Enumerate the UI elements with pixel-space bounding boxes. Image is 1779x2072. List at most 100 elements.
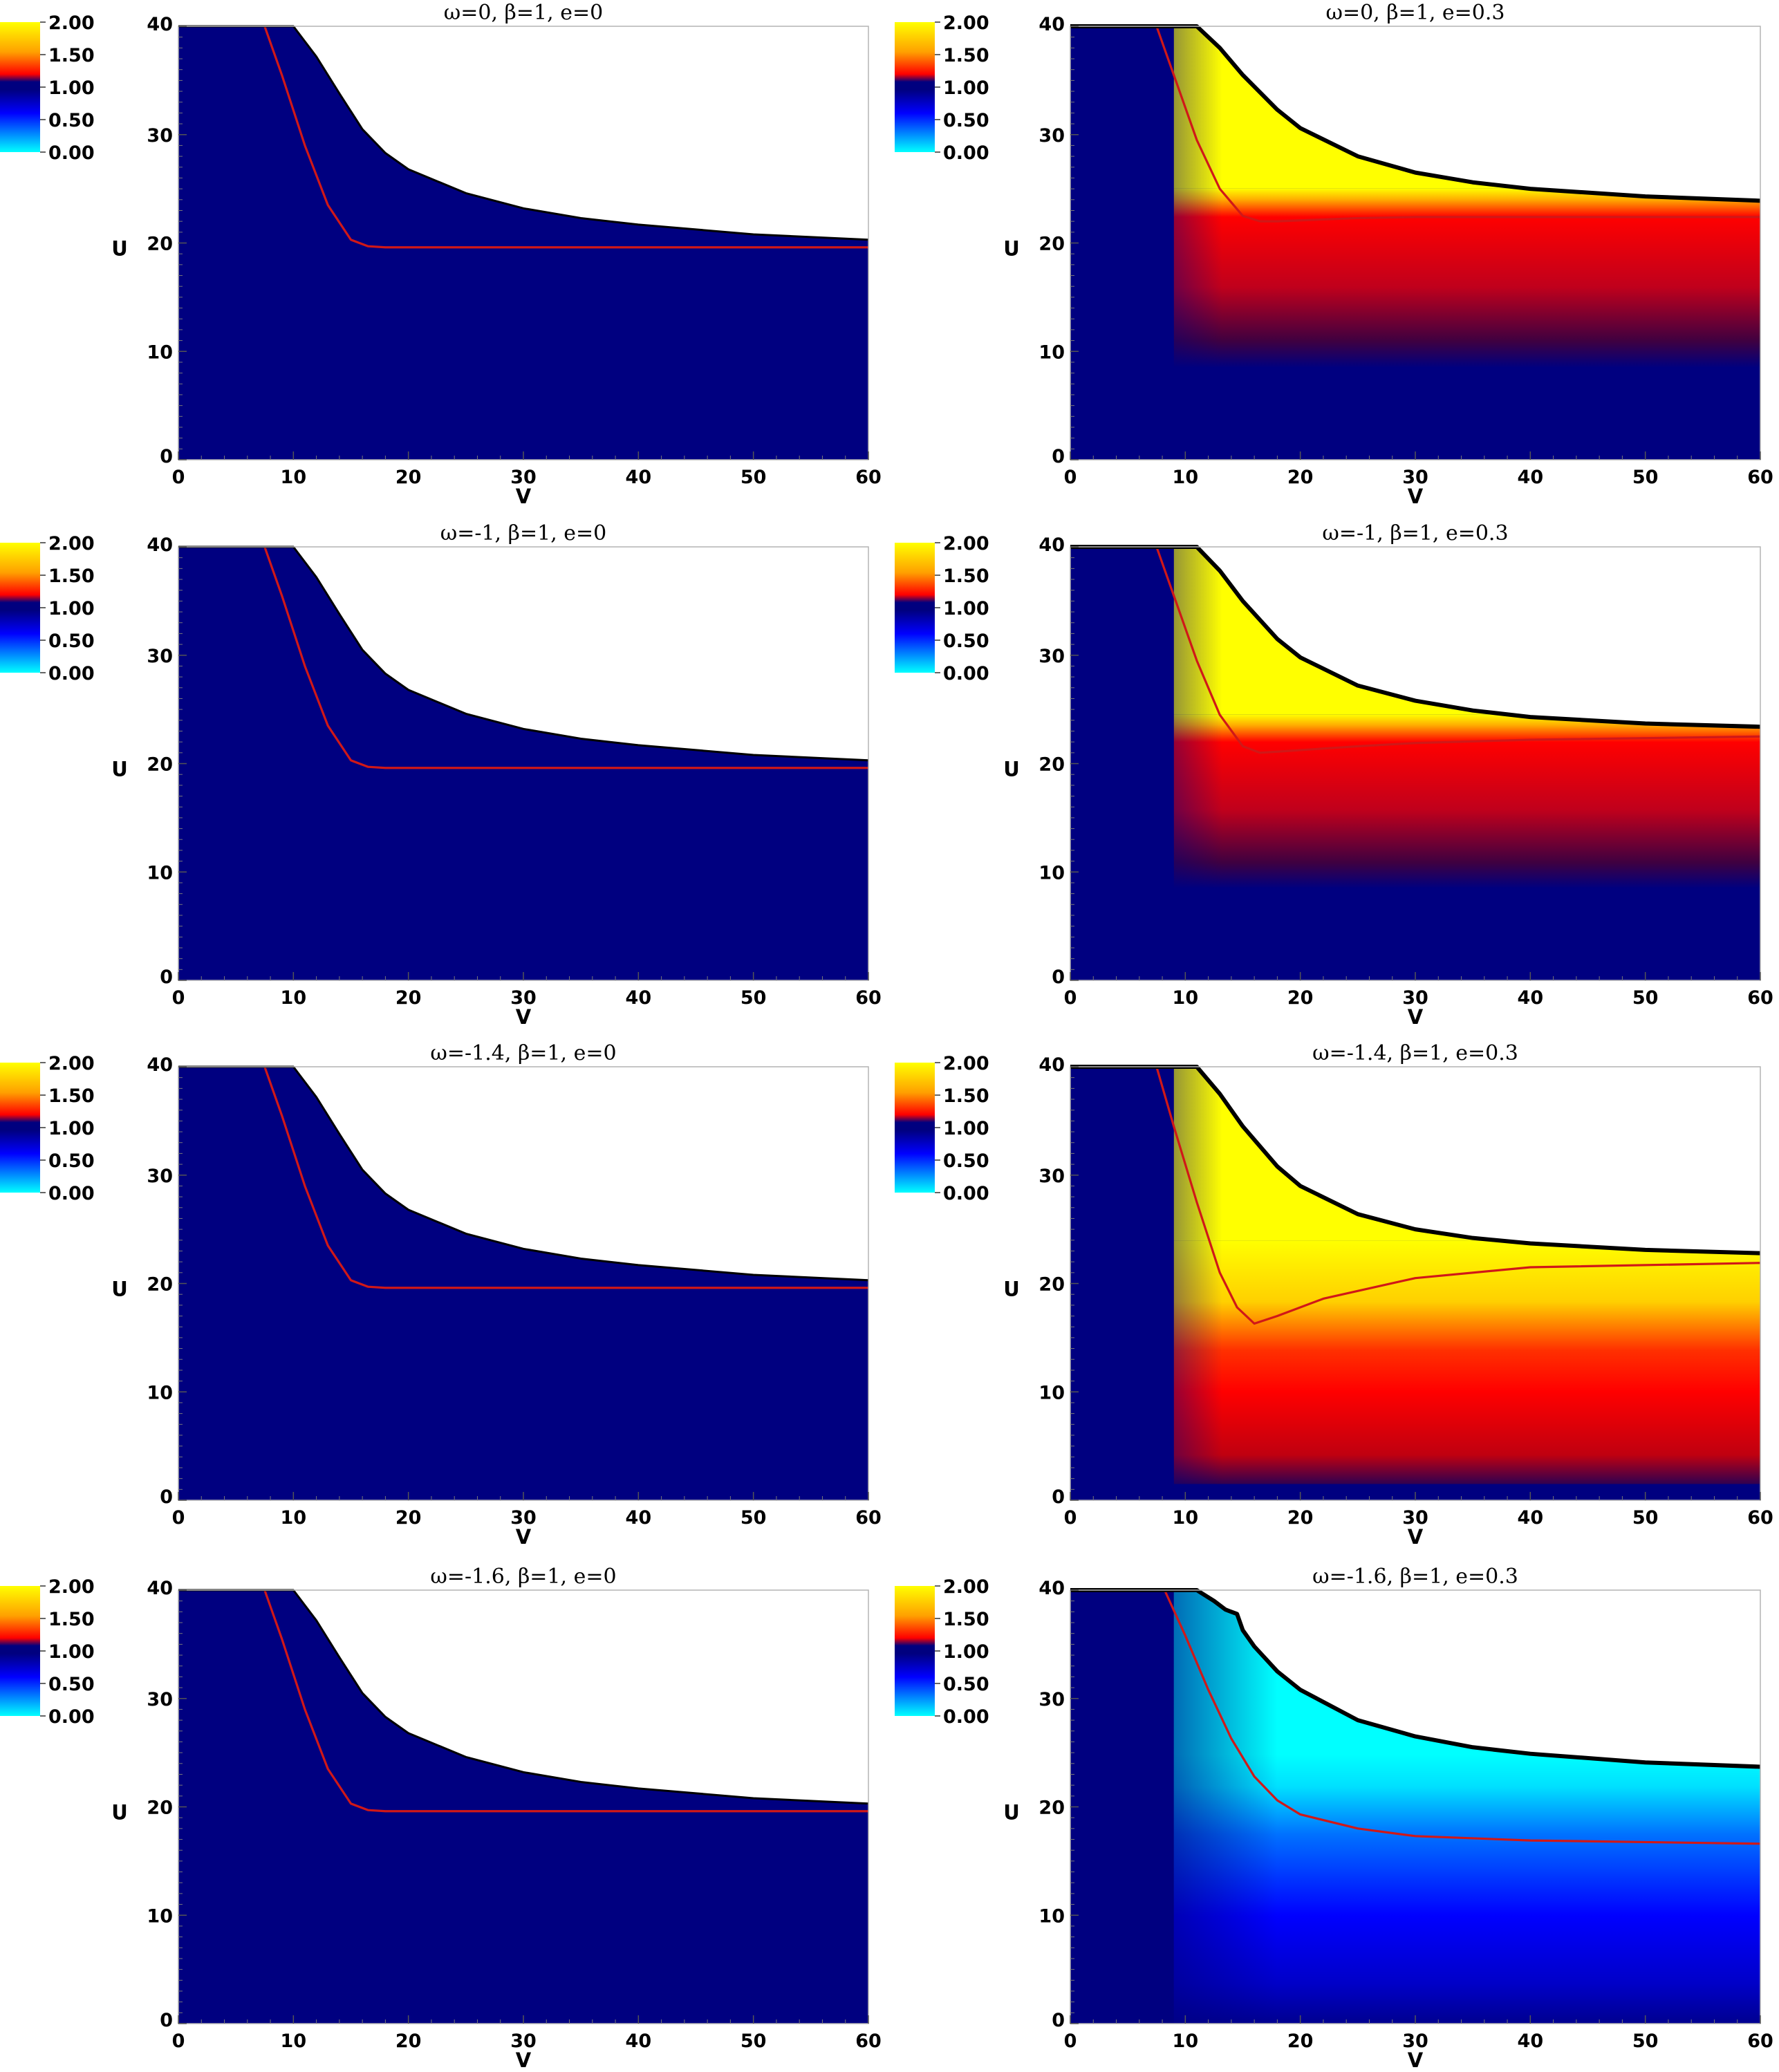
y-tick-label: 0 <box>160 2010 173 2031</box>
colorbar-tick-label: 1.50 <box>943 566 989 587</box>
x-tick-label: 0 <box>172 987 185 1009</box>
y-tick-label: 10 <box>147 1382 173 1403</box>
x-tick-label: 0 <box>1064 1507 1077 1529</box>
y-tick-label: 10 <box>1038 342 1065 363</box>
x-tick-label: 10 <box>281 2031 307 2052</box>
colorbar-tick-label: 1.50 <box>48 45 95 66</box>
colorbar-tick-label: 2.00 <box>48 1576 95 1598</box>
x-tick-label: 60 <box>855 987 882 1009</box>
y-tick-label: 30 <box>1038 1689 1065 1710</box>
y-tick-label: 20 <box>1038 1798 1065 1819</box>
y-tick-label: 20 <box>1038 754 1065 776</box>
heatmap-field <box>1070 1067 1760 1500</box>
y-tick-label: 20 <box>1038 1274 1065 1296</box>
y-tick-label: 20 <box>147 1798 173 1819</box>
x-tick-label: 60 <box>1747 987 1773 1009</box>
colorbar <box>0 1063 40 1193</box>
colorbar-tick-label: 0.50 <box>943 1674 989 1695</box>
heatmap-field <box>178 1067 868 1500</box>
x-axis-label: V <box>1408 1005 1424 1029</box>
apparent-horizon-curve <box>263 1589 868 1813</box>
heatmap-base <box>178 26 868 460</box>
heatmap-left-region <box>1070 26 1174 460</box>
x-tick-label: 50 <box>741 2031 767 2052</box>
heatmap-field <box>1070 26 1760 460</box>
x-tick-label: 10 <box>281 467 307 488</box>
colorbar-tick-label: 1.00 <box>943 1118 989 1139</box>
y-tick-label: 20 <box>147 1274 173 1296</box>
horizon-boundary <box>1070 1588 1761 1769</box>
y-tick-label: 40 <box>1038 1578 1065 1599</box>
y-tick-label: 20 <box>147 754 173 776</box>
x-tick-label: 10 <box>1173 467 1199 488</box>
x-tick-label: 10 <box>1173 1507 1199 1529</box>
x-tick-label: 60 <box>1747 467 1773 488</box>
x-axis-label: V <box>1408 485 1424 508</box>
chart-panel-7: ω=-1.6, β=1, e=0 0 10 20 30 40 50 60 0 10 20 30 40 V U… <box>0 1565 882 2072</box>
y-tick-label: 20 <box>147 234 173 255</box>
x-tick-label: 20 <box>1287 467 1314 488</box>
colorbar-tick-label: 0.00 <box>943 1183 989 1204</box>
x-tick-label: 30 <box>510 467 537 488</box>
heatmap-field <box>1070 1590 1760 2024</box>
chart-title: ω=-1.6, β=1, e=0.3 <box>1312 1565 1518 1589</box>
colorbar <box>895 543 935 673</box>
x-tick-label: 50 <box>1632 2031 1659 2052</box>
x-tick-label: 60 <box>855 467 882 488</box>
y-tick-label: 0 <box>1052 967 1065 988</box>
chart-title: ω=0, β=1, e=0.3 <box>1326 1 1505 25</box>
y-axis-label: U <box>1003 236 1020 260</box>
horizon-boundary <box>1070 545 1761 729</box>
y-tick-label: 40 <box>147 1578 173 1599</box>
apparent-horizon-curve <box>1163 1589 1761 1845</box>
y-tick-label: 0 <box>160 1486 173 1508</box>
horizon-boundary <box>178 545 869 762</box>
heatmap-base <box>178 547 868 980</box>
chart-title: ω=-1, β=1, e=0.3 <box>1322 521 1508 545</box>
colorbar-tick-label: 2.00 <box>48 12 95 34</box>
colorbar-tick-label: 0.00 <box>48 1183 95 1204</box>
heatmap-field <box>178 547 868 980</box>
y-tick-label: 30 <box>1038 646 1065 667</box>
x-axis-label: V <box>1408 1525 1424 1549</box>
y-tick-label: 20 <box>1038 234 1065 255</box>
x-axis-label: V <box>516 485 532 508</box>
y-axis-label: U <box>111 1800 128 1824</box>
y-tick-label: 0 <box>160 446 173 467</box>
colorbar-tick-label: 0.50 <box>943 631 989 652</box>
apparent-horizon-curve <box>263 1066 868 1289</box>
x-tick-label: 0 <box>172 1507 185 1529</box>
y-tick-label: 30 <box>147 125 173 147</box>
x-tick-label: 40 <box>1518 2031 1544 2052</box>
y-axis-label: U <box>111 236 128 260</box>
x-tick-label: 20 <box>1287 1507 1314 1529</box>
x-tick-label: 20 <box>395 2031 422 2052</box>
x-axis-label: V <box>516 1525 532 1549</box>
heatmap-base <box>178 1590 868 2024</box>
colorbar-tick-label: 2.00 <box>943 1053 989 1074</box>
y-axis-label: U <box>111 757 128 781</box>
x-tick-label: 50 <box>741 1507 767 1529</box>
x-tick-label: 60 <box>855 2031 882 2052</box>
x-tick-label: 50 <box>741 467 767 488</box>
colorbar-tick-label: 1.50 <box>943 1085 989 1107</box>
y-tick-label: 0 <box>1052 446 1065 467</box>
x-tick-label: 20 <box>395 1507 422 1529</box>
y-tick-label: 40 <box>1038 534 1065 556</box>
x-tick-label: 0 <box>172 467 185 488</box>
apparent-horizon-curve <box>1155 26 1760 223</box>
colorbar-tick-label: 1.00 <box>48 1118 95 1139</box>
chart-title: ω=-1, β=1, e=0 <box>440 521 607 545</box>
x-tick-label: 10 <box>1173 2031 1199 2052</box>
apparent-horizon-curve <box>263 26 868 249</box>
y-tick-label: 10 <box>147 862 173 884</box>
x-tick-label: 40 <box>626 2031 652 2052</box>
x-tick-label: 40 <box>626 1507 652 1529</box>
horizon-boundary <box>178 1589 869 1805</box>
heatmap-field <box>178 1590 868 2024</box>
y-tick-label: 30 <box>147 1689 173 1710</box>
apparent-horizon-curve <box>1155 546 1761 754</box>
y-tick-label: 30 <box>1038 1166 1065 1187</box>
colorbar-tick-label: 0.50 <box>48 1150 95 1172</box>
y-tick-label: 0 <box>1052 1486 1065 1508</box>
